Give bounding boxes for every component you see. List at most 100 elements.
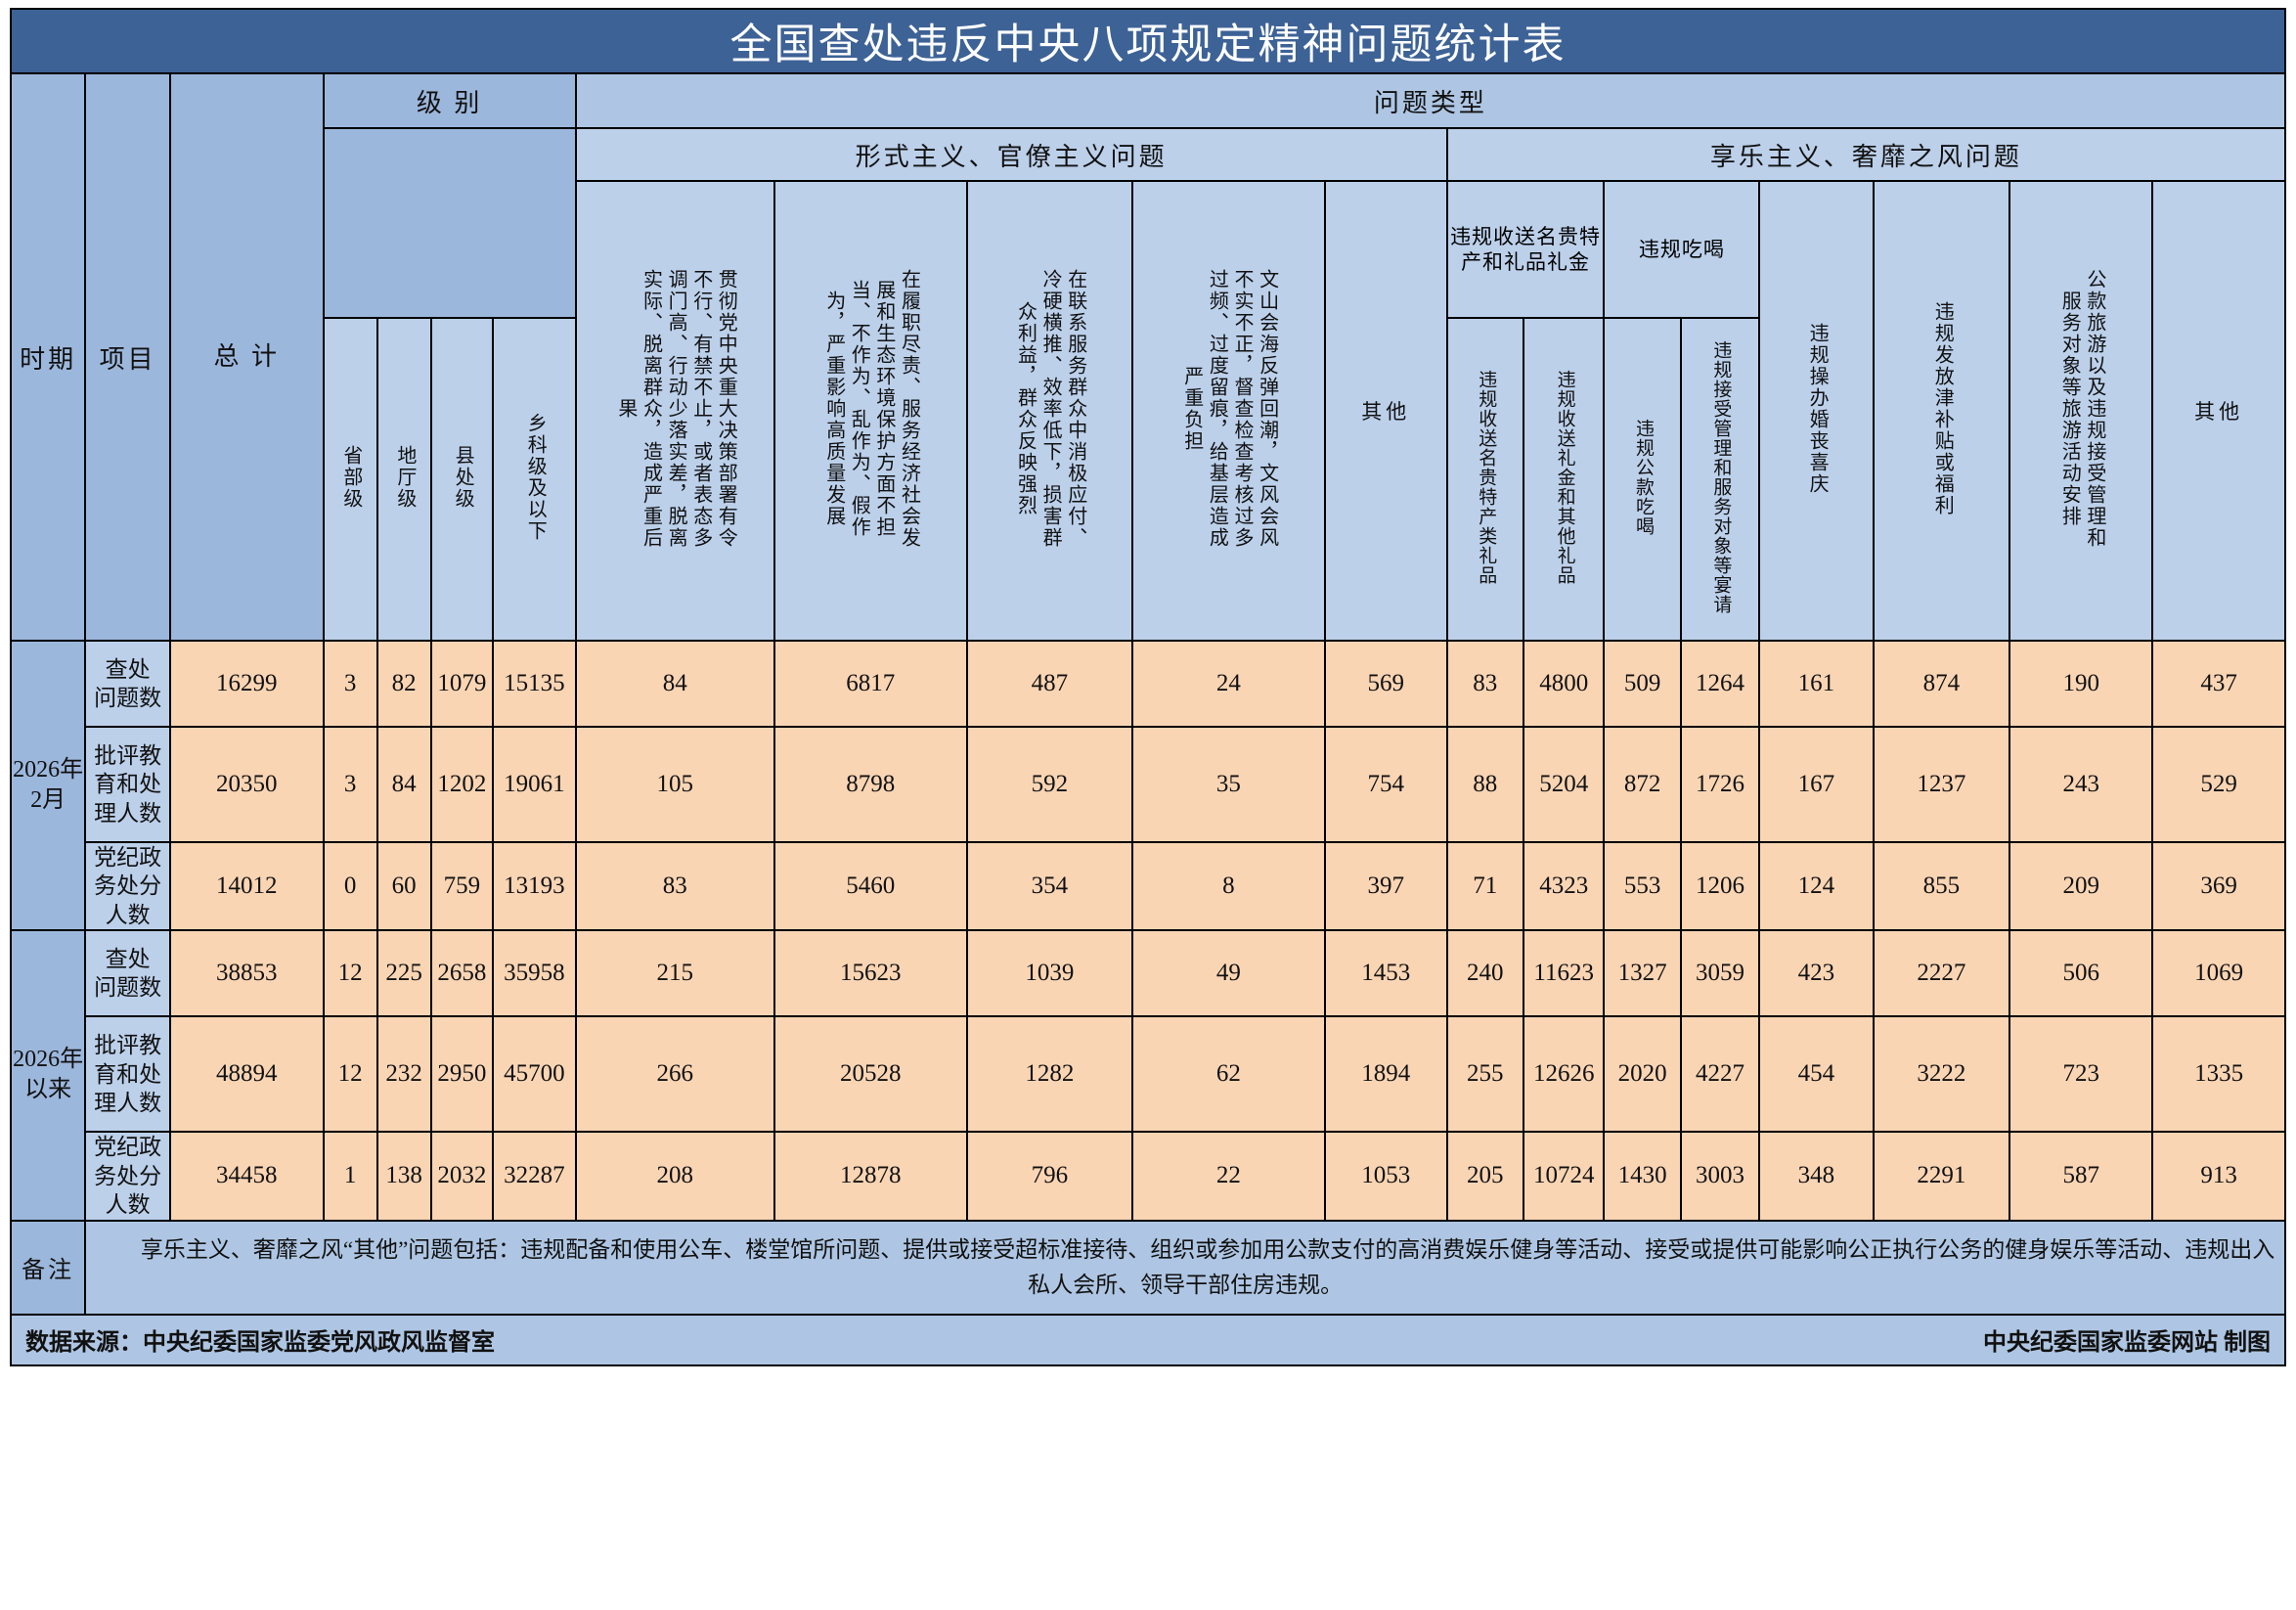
header-dining-public-label: 违规公款吃喝: [1633, 418, 1655, 536]
cell-total: 20350: [168, 726, 325, 843]
remarks-text: 享乐主义、奢靡之风“其他”问题包括：违规配备和使用公车、楼堂馆所问题、提供或接受…: [84, 1219, 2286, 1316]
header-gift-group-label: 违规收送名贵特产和礼品礼金: [1450, 224, 1602, 274]
table-row: 2026年 2月 查处 问题数 16299 3 82 1079 15135 84 6…: [9, 639, 2286, 932]
cell-sheng: 1: [322, 1131, 378, 1222]
cell-formalism-1: 215: [574, 929, 775, 1018]
cell-formalism-1: 105: [574, 726, 775, 843]
header-problem-type-label: 问题类型: [1373, 88, 1487, 117]
cell-dining-banquet: 1726: [1679, 726, 1761, 843]
cell-diting: 82: [375, 640, 432, 728]
header-formalism-other-label: 其他: [1361, 400, 1411, 424]
header-level-xianchu-label: 县处级: [452, 444, 474, 510]
cell-total: 16299: [168, 640, 325, 728]
cell-diting: 225: [375, 929, 432, 1018]
header-item-label: 项目: [99, 344, 156, 374]
cell-total: 14012: [168, 840, 325, 932]
cell-dining-banquet: 3003: [1679, 1131, 1761, 1222]
cell-formalism-1: 208: [574, 1131, 775, 1222]
cell-formalism-other: 1453: [1323, 929, 1448, 1018]
header-level-diting: 地厅级: [375, 317, 432, 642]
cell-formalism-2: 20528: [773, 1015, 968, 1134]
cell-xiangke: 35958: [492, 929, 577, 1018]
cell-sheng: 12: [322, 1015, 378, 1134]
cell-dining-public: 553: [1603, 840, 1682, 932]
cell-travel: 587: [2009, 1131, 2154, 1222]
header-hedonism-allowance: 违规发放津补贴或福利: [1872, 180, 2011, 642]
header-total: 总 计: [168, 72, 325, 642]
cell-diting: 232: [375, 1015, 432, 1134]
item-label: 批评教 育和处 理人数: [84, 1015, 171, 1134]
cell-total: 48894: [168, 1015, 325, 1134]
cell-gift-specialty: 205: [1445, 1131, 1524, 1222]
cell-wedding: 348: [1758, 1131, 1875, 1222]
header-formalism-col-3-label: 在联系服务群众中消极应付、冷硬横推、效率低下，损害群众利益，群众反映强烈: [1014, 268, 1086, 549]
header-level-group: 级 别: [322, 72, 577, 129]
cell-travel: 243: [2009, 726, 2154, 843]
cell-xiangke: 19061: [492, 726, 577, 843]
cell-formalism-other: 1053: [1323, 1131, 1448, 1222]
cell-xianchu: 1079: [429, 640, 495, 728]
cell-total: 38853: [168, 929, 325, 1018]
cell-formalism-4: 22: [1130, 1131, 1326, 1222]
header-gift-group: 违规收送名贵特产和礼品礼金: [1445, 180, 1606, 319]
header-hedonism-other-label: 其他: [2194, 400, 2244, 424]
cell-travel: 190: [2009, 640, 2154, 728]
header-hedonism-allowance-label: 违规发放津补贴或福利: [1931, 300, 1954, 516]
cell-dining-public: 1327: [1603, 929, 1682, 1018]
item-label: 批评教 育和处 理人数: [84, 726, 171, 843]
cell-sheng: 3: [322, 726, 378, 843]
item-label: 党纪政 务处分 人数: [84, 840, 171, 932]
cell-xianchu: 2032: [429, 1131, 495, 1222]
cell-hedonism-other: 437: [2151, 640, 2286, 728]
header-formalism-col-4: 文山会海反弹回潮，文风会风不实不正，督查检查考核过多过频、过度留痕，给基层造成严…: [1130, 180, 1326, 642]
cell-wedding: 454: [1758, 1015, 1875, 1134]
header-problem-type-group: 问题类型: [574, 72, 2287, 129]
cell-gift-specialty: 71: [1445, 840, 1524, 932]
period-2026-02: 2026年 2月: [9, 639, 87, 932]
cell-allowance: 1237: [1872, 726, 2011, 843]
header-level-group-label: 级 别: [416, 88, 483, 117]
cell-dining-public: 872: [1603, 726, 1682, 843]
item-label: 查处 问题数: [84, 929, 171, 1018]
cell-travel: 506: [2009, 929, 2154, 1018]
table-row: 党纪政 务处分 人数 14012 0 60 759 13193 83 5460 35…: [11, 840, 2286, 932]
cell-travel: 723: [2009, 1015, 2154, 1134]
table-row: 批评教 育和处 理人数 20350 3 84 1202 19061 105 8798…: [11, 726, 2286, 843]
cell-gift-specialty: 255: [1445, 1015, 1524, 1134]
header-level-sheng-label: 省部级: [339, 444, 362, 510]
cell-xiangke: 32287: [492, 1131, 577, 1222]
cell-wedding: 423: [1758, 929, 1875, 1018]
header-gift-specialty-label: 违规收送名贵特产类礼品: [1476, 369, 1497, 585]
cell-formalism-2: 15623: [773, 929, 968, 1018]
cell-sheng: 0: [322, 840, 378, 932]
header-formalism-label: 形式主义、官僚主义问题: [855, 142, 1168, 171]
cell-xianchu: 2658: [429, 929, 495, 1018]
header-formalism-col-3: 在联系服务群众中消极应付、冷硬横推、效率低下，损害群众利益，群众反映强烈: [965, 180, 1133, 642]
credit-text: 中央纪委国家监委网站 制图: [1983, 1330, 2271, 1357]
cell-gift-cash: 12626: [1522, 1015, 1606, 1134]
header-hedonism-wedding-label: 违规操办婚丧喜庆: [1806, 322, 1829, 495]
data-source-text: 数据来源：中央纪委国家监委党风政风监督室: [25, 1330, 495, 1357]
header-gift-specialty: 违规收送名贵特产类礼品: [1445, 317, 1524, 642]
cell-diting: 84: [375, 726, 432, 843]
header-hedonism-label: 享乐主义、奢靡之风问题: [1709, 142, 2022, 171]
cell-formalism-4: 62: [1130, 1015, 1326, 1134]
item-label: 党纪政 务处分 人数: [84, 1131, 171, 1222]
cell-gift-cash: 11623: [1522, 929, 1606, 1018]
cell-formalism-1: 84: [574, 640, 775, 728]
cell-dining-public: 2020: [1603, 1015, 1682, 1134]
header-period-label: 时期: [20, 344, 77, 374]
header-hedonism-travel-label: 公款旅游以及违规接受管理和服务对象等旅游活动安排: [2058, 268, 2105, 549]
cell-allowance: 2227: [1872, 929, 2011, 1018]
cell-hedonism-other: 913: [2151, 1131, 2286, 1222]
source-footer: 数据来源：中央纪委国家监委党风政风监督室 中央纪委国家监委网站 制图: [10, 1315, 2286, 1366]
period-2026-since: 2026年 以来: [9, 929, 87, 1222]
statistics-table: 全国查处违反中央八项规定精神问题统计表 时期 项目 总 计 级 别 问题类型: [9, 8, 2287, 1316]
table-row: 批评教 育和处 理人数 48894 12 232 2950 45700 266 20…: [11, 1015, 2286, 1134]
cell-hedonism-other: 529: [2151, 726, 2286, 843]
cell-gift-specialty: 83: [1445, 640, 1524, 728]
cell-wedding: 167: [1758, 726, 1875, 843]
cell-wedding: 161: [1758, 640, 1875, 728]
cell-dining-banquet: 4227: [1679, 1015, 1761, 1134]
cell-sheng: 12: [322, 929, 378, 1018]
